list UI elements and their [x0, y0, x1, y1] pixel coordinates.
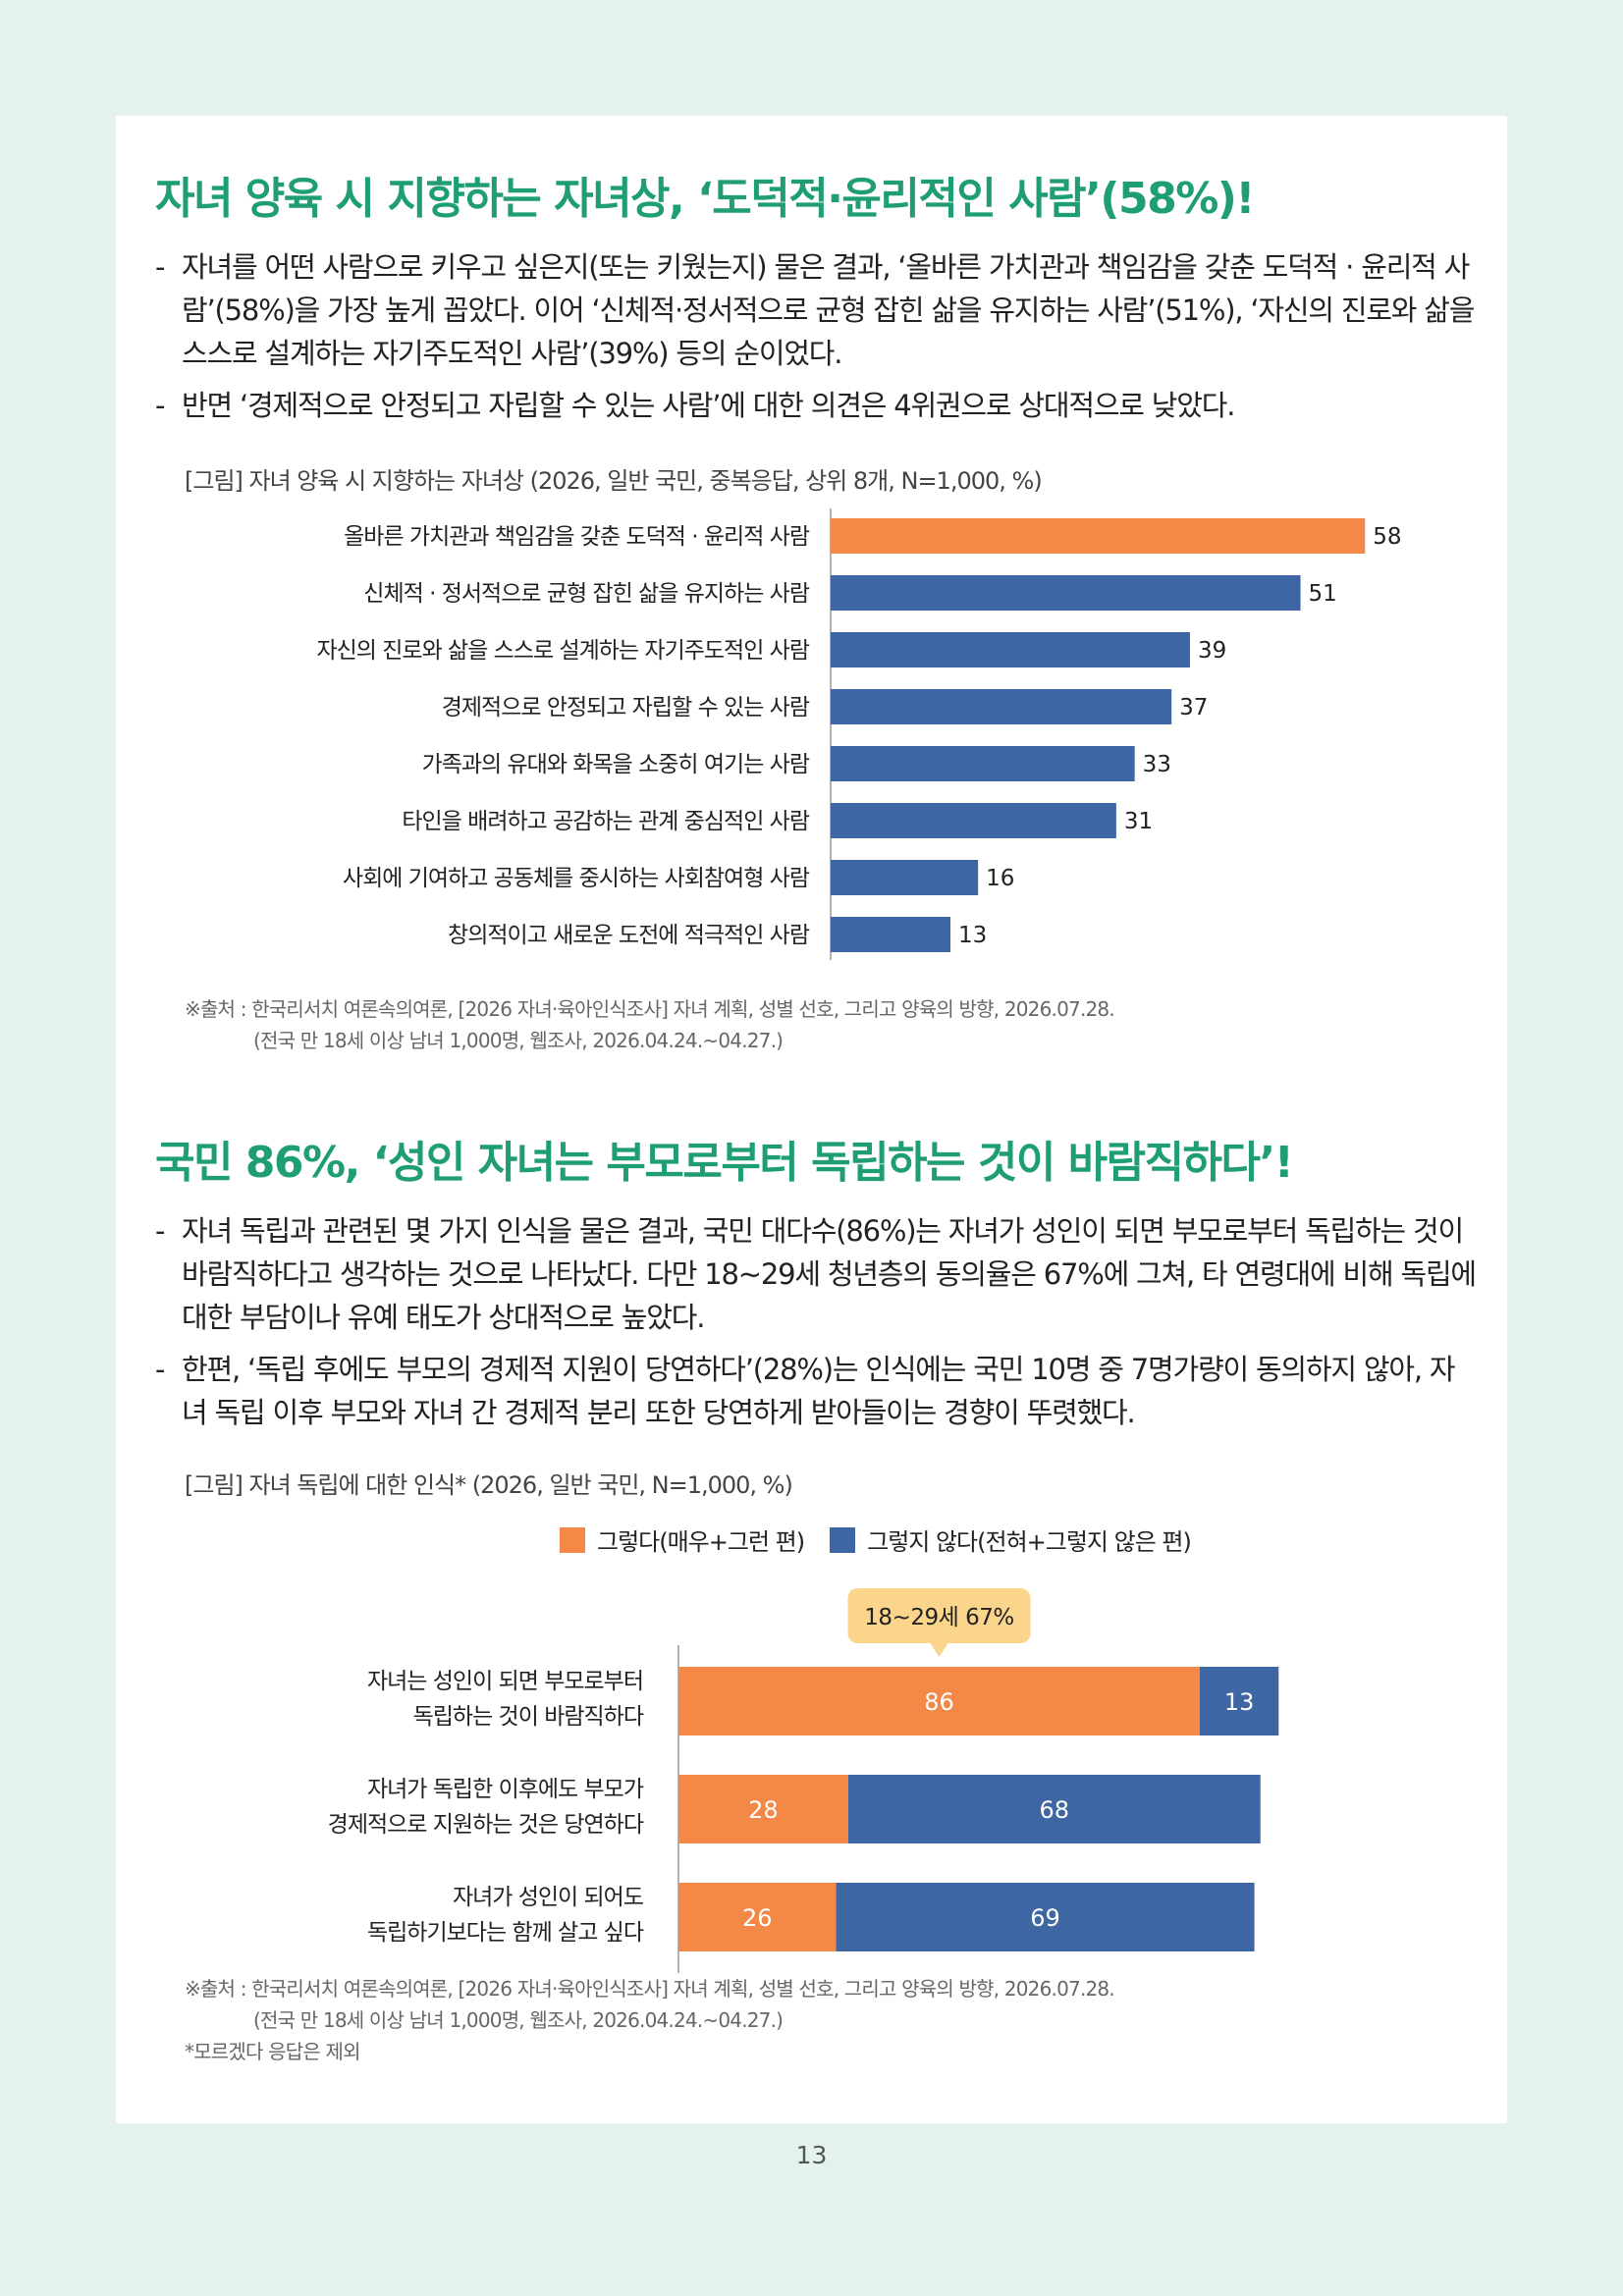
- chart2-legend: 그렇다(매우+그런 편) 그렇지 않다(전혀+그렇지 않은 편): [560, 1522, 1217, 1557]
- chart1-category-label: 가족과의 유대와 화목을 소중히 여기는 사람: [422, 752, 810, 777]
- legend-item-disagree: 그렇지 않다(전혀+그렇지 않은 편): [830, 1522, 1192, 1557]
- chart2-value-label: 28: [748, 1796, 779, 1824]
- chart2-bar-disagree: [847, 1775, 1261, 1843]
- chart1-bar: [831, 917, 950, 952]
- chart1-category-label: 창의적이고 새로운 도전에 적극적인 사람: [448, 923, 810, 948]
- callout-bubble: [847, 1588, 1031, 1643]
- legend-swatch-agree: [560, 1526, 585, 1553]
- chart1-value-label: 33: [1143, 752, 1171, 777]
- chart2-bar-agree: [678, 1775, 848, 1843]
- chart2-value-label: 69: [1030, 1904, 1060, 1932]
- chart1-bar: [831, 860, 979, 895]
- chart2-bar-agree: [678, 1883, 837, 1951]
- chart1-bar: [831, 803, 1116, 838]
- chart2-category-label: 자녀는 성인이 되면 부모로부터: [367, 1669, 643, 1694]
- chart1-value-label: 39: [1198, 638, 1226, 664]
- chart1-value-label: 13: [958, 923, 987, 948]
- chart1-category-label: 자신의 진로와 삶을 스스로 설계하는 자기주도적인 사람: [316, 638, 809, 664]
- chart1-category-label: 경제적으로 안정되고 자립할 수 있는 사람: [442, 695, 810, 721]
- chart1-category-label: 올바른 가치관과 책임감을 갖춘 도덕적 · 윤리적 사람: [344, 524, 810, 550]
- chart1-value-label: 16: [986, 866, 1014, 891]
- section1-bullets: 자녀를 어떤 사람으로 키우고 싶은지(또는 키웠는지) 물은 결과, ‘올바른…: [155, 245, 1476, 436]
- figure1-caption: [그림] 자녀 양육 시 지향하는 자녀상 (2026, 일반 국민, 중복응답…: [185, 467, 1043, 495]
- figure2-note: *모르겠다 응답은 제외: [185, 2040, 361, 2063]
- chart1-bar: [831, 518, 1366, 554]
- chart2-value-label: 68: [1040, 1796, 1070, 1824]
- section2-bullet: 한편, ‘독립 후에도 부모의 경제적 지원이 당연하다’(28%)는 인식에는…: [155, 1348, 1476, 1434]
- figure2-caption: [그림] 자녀 독립에 대한 인식* (2026, 일반 국민, N=1,000…: [185, 1471, 793, 1499]
- section2-bullet: 자녀 독립과 관련된 몇 가지 인식을 물은 결과, 국민 대다수(86%)는 …: [155, 1209, 1477, 1339]
- figure1-source-detail: (전국 만 18세 이상 남녀 1,000명, 웹조사, 2026.04.24.…: [253, 1029, 784, 1052]
- chart1-value-label: 31: [1124, 809, 1153, 834]
- chart1-value-label: 51: [1309, 581, 1337, 607]
- chart2-category-label: 자녀가 독립한 이후에도 부모가: [367, 1777, 644, 1802]
- chart1-bar: [831, 746, 1135, 781]
- chart1-category-label: 신체적 · 정서적으로 균형 잡힌 삶을 유지하는 사람: [363, 581, 810, 607]
- chart1-bar: [831, 689, 1172, 724]
- chart2-value-label: 13: [1224, 1688, 1255, 1716]
- figure1-source: ※출처 : 한국리서치 여론속의여론, [2026 자녀·육아인식조사] 자녀 …: [185, 997, 1115, 1021]
- chart2-value-label: 26: [742, 1904, 773, 1932]
- callout-pointer: [930, 1643, 948, 1657]
- chart1-value-label: 58: [1373, 524, 1401, 550]
- chart1: 올바른 가치관과 책임감을 갖춘 도덕적 · 윤리적 사람 58 신체적 · 정서적…: [316, 508, 1402, 960]
- page-number: 13: [795, 2141, 828, 2169]
- chart2-category-label: 독립하기보다는 함께 살고 싶다: [367, 1920, 644, 1946]
- section2-bullets: 자녀 독립과 관련된 몇 가지 인식을 물은 결과, 국민 대다수(86%)는 …: [155, 1209, 1477, 1443]
- figure2-source: ※출처 : 한국리서치 여론속의여론, [2026 자녀·육아인식조사] 자녀 …: [185, 1977, 1115, 2001]
- legend-item-agree: 그렇다(매우+그런 편): [560, 1522, 805, 1557]
- section1-title: 자녀 양육 시 지향하는 자녀상, ‘도덕적·윤리적인 사람’(58%)!: [155, 174, 1255, 224]
- chart1-category-label: 타인을 배려하고 공감하는 관계 중심적인 사람: [402, 809, 809, 834]
- chart1-bar: [831, 632, 1190, 667]
- chart2-bar-disagree: [836, 1883, 1255, 1951]
- content-card: 자녀 양육 시 지향하는 자녀상, ‘도덕적·윤리적인 사람’(58%)! 자녀…: [116, 116, 1507, 2123]
- legend-label-disagree: 그렇지 않다(전혀+그렇지 않은 편): [867, 1528, 1192, 1556]
- chart1-value-label: 37: [1179, 695, 1208, 721]
- legend-label-agree: 그렇다(매우+그런 편): [597, 1528, 805, 1556]
- legend-swatch-disagree: [830, 1526, 856, 1553]
- section2-title: 국민 86%, ‘성인 자녀는 부모로부터 독립하는 것이 바람직하다’!: [155, 1138, 1294, 1188]
- chart2-category-label: 자녀가 성인이 되어도: [453, 1885, 643, 1910]
- callout-text: 18~29세 67%: [864, 1605, 1013, 1630]
- section1-bullet: 반면 ‘경제적으로 안정되고 자립할 수 있는 사람’에 대한 의견은 4위권으…: [155, 384, 1476, 427]
- figure2-source-detail: (전국 만 18세 이상 남녀 1,000명, 웹조사, 2026.04.24.…: [253, 2008, 784, 2032]
- chart2-category-label: 경제적으로 지원하는 것은 당연하다: [328, 1812, 644, 1838]
- chart1-bar: [831, 575, 1301, 611]
- chart2-category-label: 독립하는 것이 바람직하다: [413, 1704, 644, 1730]
- chart2-value-label: 86: [924, 1688, 954, 1716]
- chart2-bar-disagree: [1200, 1667, 1279, 1735]
- chart2-bar-agree: [678, 1667, 1200, 1735]
- chart1-category-label: 사회에 기여하고 공동체를 중시하는 사회참여형 사람: [343, 866, 810, 891]
- section1-bullet: 자녀를 어떤 사람으로 키우고 싶은지(또는 키웠는지) 물은 결과, ‘올바른…: [155, 245, 1476, 375]
